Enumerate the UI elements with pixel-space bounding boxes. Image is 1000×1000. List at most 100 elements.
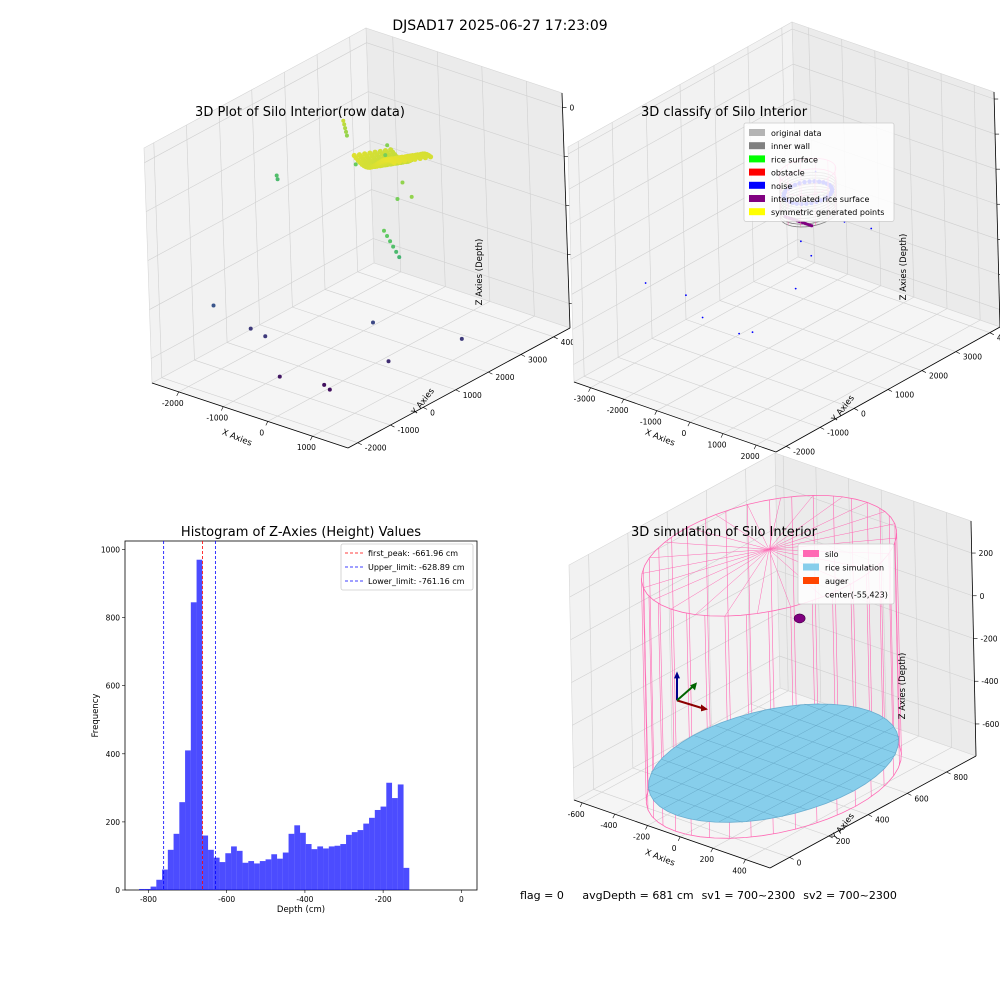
sim-rice-mesh [804,703,900,738]
raw-x-axis-label: X Axies [220,428,253,449]
raw-grid-z [146,91,369,212]
cls-legend-swatch [749,208,765,216]
sim-legend-swatch [803,550,819,557]
raw-grid-z [371,189,568,255]
hist-bar [305,844,312,890]
sim-silo-roof-line [670,549,770,610]
raw-x-tick [310,436,313,441]
sim-silo-roof-line [768,549,791,608]
sim-x-tick [645,825,648,830]
cls-grid-z [569,98,795,225]
raw-x-tick-label: 1000 [297,443,316,452]
raw-data-point [344,129,349,134]
raw-x-axis [151,382,349,449]
hist-bar [196,559,203,890]
cls-y-tick-label: -2000 [793,447,815,456]
hist-x-axis-label: Depth (cm) [277,905,325,915]
sim-x-axis [573,799,771,869]
cls-legend-swatch [749,181,765,189]
raw-data-point [385,234,390,239]
hist-legend-label: first_peak: -661.96 cm [368,549,458,558]
raw-z-axis-label: Z Axies (Depth) [475,239,485,306]
raw-data-point [391,244,396,249]
raw-data-point [459,336,464,341]
cls-grid-y [753,281,956,352]
raw-grid-y [357,271,554,338]
sim-grid-y [593,789,790,858]
raw-z-tick-label: 0 [570,104,575,113]
hist-bar [156,879,163,890]
sim-y-tick [867,814,873,817]
sim-rice-mesh [718,726,894,823]
sim-rice-mesh [746,738,899,822]
cls-legend-label: obstacle [771,169,805,178]
cls-y-tick [887,389,893,392]
raw-y-tick-label: -1000 [397,426,419,435]
hist-bar [369,817,375,890]
cls-x-tick-label: 2000 [741,452,760,461]
hist-bar [334,845,341,890]
cls-legend-swatch [749,195,765,202]
hist-bar [236,850,243,890]
sim-y-tick-label: 400 [875,816,890,825]
sim-z-tick-label: -400 [981,677,998,686]
chart-classify: -3000 -2000 -1000 0 1000 2000 -2000 -1000 0 1000 2… [567,21,1000,461]
raw-grid-z [151,238,374,359]
cls-interpolated-point [810,224,814,228]
raw-data-point [385,143,390,148]
hist-bar [248,861,255,890]
cls-legend-box [743,122,895,222]
raw-grid-y [324,289,522,355]
sim-silo-roof-line [724,549,770,617]
raw-grid-y [259,324,456,391]
sim-silo-roof-line [757,549,770,614]
sim-grid-z [571,570,778,683]
hist-legend-box [340,543,474,591]
hist-y-tick-label: 200 [106,818,121,827]
cls-grid-y [584,376,787,447]
hist-bar [265,859,272,890]
hist-bar [351,832,358,890]
raw-x-tick-label: -2000 [162,399,184,408]
raw-grid-y [186,125,195,361]
raw-grid-y [153,142,163,378]
hist-x-tick-label: -600 [218,895,235,904]
cls-legend-label: noise [771,182,792,191]
hist-bar [340,844,347,890]
sim-x-tick [612,814,616,819]
raw-grid-y [194,359,391,426]
cls-grid-y [679,84,687,320]
raw-y-tick-label: -2000 [365,444,387,453]
sim-silo-roof-line [768,502,868,550]
hist-bar [328,846,335,890]
sim-legend-label: auger [825,577,849,586]
cls-grid-y [645,103,653,339]
cls-legend-label: original data [771,129,822,138]
chart-raw-data: -2000 -1000 0 1000 -2000 -1000 0 1000 2000 3000 40… [143,27,598,453]
hist-bar [231,846,237,890]
cls-legend-label: inner wall [771,142,810,151]
cls-grid-z [573,239,798,365]
cls-legend-swatch [749,129,765,136]
hist-bar [346,834,352,890]
raw-data-point [263,334,268,339]
raw-data-point [400,180,405,185]
sim-x-tick-label: -600 [568,810,585,819]
hist-bar [392,798,398,890]
sim-z-tick-label: 200 [979,549,994,558]
sim-rice-mesh [740,716,886,768]
cls-x-tick-label: -3000 [574,395,596,404]
hist-bar [179,802,186,890]
raw-grid-y [251,89,261,325]
sim-grid-z [572,612,779,726]
cls-x-axis-label: X Axies [643,428,676,449]
sim-grid-z [775,484,972,554]
cls-grid-x [940,73,948,309]
raw-y-tick-label: 3000 [528,355,547,364]
cls-x-tick [720,433,724,438]
sim-silo-wall-line [725,510,731,734]
raw-grid-x [223,286,446,407]
hist-bar [173,833,180,890]
sim-auger-marker [793,613,806,624]
hist-bar [202,835,209,890]
